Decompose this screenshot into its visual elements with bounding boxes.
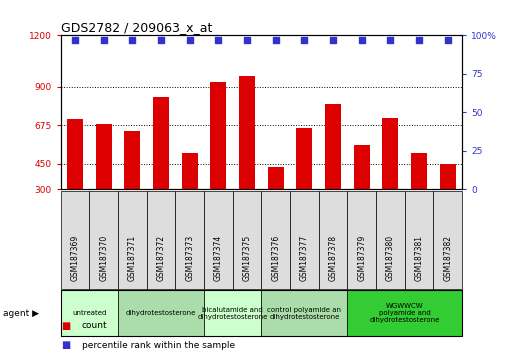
Text: percentile rank within the sample: percentile rank within the sample (82, 341, 235, 350)
Text: untreated: untreated (72, 310, 107, 316)
Point (444, 37, 452, 42)
Bar (440, 164, 456, 189)
Text: GSM187379: GSM187379 (357, 235, 366, 281)
Bar (96, 124, 111, 189)
Text: GSM187378: GSM187378 (328, 235, 337, 281)
Text: GSM187382: GSM187382 (443, 235, 452, 281)
Point (357, 37, 366, 42)
Text: GSM187369: GSM187369 (71, 235, 80, 281)
Text: control polyamide an
dihydrotestosterone: control polyamide an dihydrotestosterone (267, 307, 342, 320)
Point (128, 37, 137, 42)
Text: GSM187381: GSM187381 (414, 235, 423, 281)
Point (99, 37, 108, 42)
Text: ■: ■ (61, 340, 70, 350)
Bar (354, 145, 370, 189)
Text: GSM187380: GSM187380 (386, 235, 395, 281)
Bar (297, 128, 312, 189)
Bar (153, 97, 169, 189)
Text: GSM187376: GSM187376 (271, 235, 280, 281)
Bar (325, 104, 341, 189)
Text: GSM187371: GSM187371 (128, 235, 137, 281)
Text: GSM187370: GSM187370 (99, 235, 108, 281)
Bar (411, 154, 427, 189)
Text: agent ▶: agent ▶ (3, 309, 39, 318)
Text: GSM187374: GSM187374 (214, 235, 223, 281)
Text: GSM187375: GSM187375 (242, 235, 251, 281)
Text: dihydrotestosterone: dihydrotestosterone (126, 310, 196, 316)
Point (300, 37, 308, 42)
Point (271, 37, 280, 42)
Bar (268, 167, 284, 189)
Point (243, 37, 251, 42)
Text: GDS2782 / 209063_x_at: GDS2782 / 209063_x_at (61, 21, 212, 34)
Point (71, 37, 79, 42)
Text: count: count (82, 321, 108, 330)
Point (329, 37, 337, 42)
Bar (67, 119, 83, 189)
Text: WGWWCW
polyamide and
dihydrotestosterone: WGWWCW polyamide and dihydrotestosterone (370, 303, 440, 323)
Point (386, 37, 394, 42)
Bar (182, 154, 197, 189)
Bar (382, 118, 398, 189)
Bar (211, 81, 226, 189)
Bar (239, 76, 255, 189)
Text: GSM187373: GSM187373 (185, 235, 194, 281)
Point (185, 37, 194, 42)
Text: GSM187377: GSM187377 (300, 235, 309, 281)
Point (157, 37, 165, 42)
Text: GSM187372: GSM187372 (156, 235, 166, 281)
Text: ■: ■ (61, 321, 70, 331)
Point (214, 37, 223, 42)
Point (415, 37, 423, 42)
Bar (125, 131, 140, 189)
Text: bicalutamide and
dihydrotestosterone: bicalutamide and dihydrotestosterone (197, 307, 268, 320)
